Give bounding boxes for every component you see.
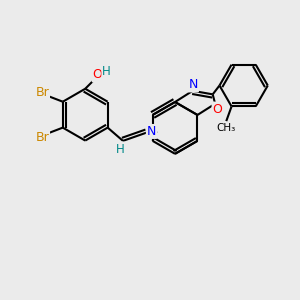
Text: H: H [102, 65, 111, 79]
Text: H: H [116, 142, 125, 156]
Text: O: O [213, 103, 222, 116]
Text: Br: Br [35, 130, 49, 143]
Text: O: O [93, 68, 103, 81]
Text: N: N [147, 125, 156, 138]
Text: CH₃: CH₃ [217, 123, 236, 133]
Text: Br: Br [35, 86, 49, 99]
Text: N: N [189, 78, 198, 92]
